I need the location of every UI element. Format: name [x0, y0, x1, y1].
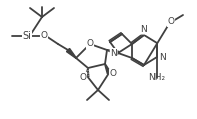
Text: O: O [110, 69, 116, 79]
Text: O: O [80, 72, 86, 82]
Text: O: O [86, 40, 94, 49]
Text: N: N [159, 52, 166, 62]
Text: N: N [110, 49, 117, 57]
Polygon shape [105, 64, 111, 74]
Polygon shape [107, 50, 118, 55]
Text: NH₂: NH₂ [148, 74, 165, 82]
Text: N: N [141, 25, 147, 34]
Text: Si: Si [23, 31, 32, 41]
Text: O: O [41, 32, 47, 40]
Text: O: O [167, 17, 175, 27]
Polygon shape [66, 48, 76, 58]
